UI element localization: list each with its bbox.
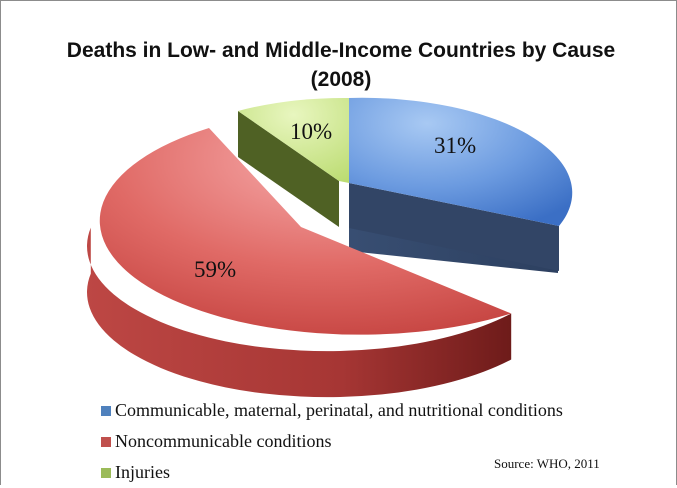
pie-sides (87, 111, 559, 398)
slice-top-communicable (349, 97, 573, 226)
slice-top-injuries (238, 97, 349, 183)
slice-cut-injuries (238, 111, 339, 227)
slice-labels: 31% 59% 10% (194, 119, 476, 282)
legend: Communicable, maternal, perinatal, and n… (101, 395, 563, 488)
slice-label-communicable: 31% (434, 133, 476, 158)
slice-cut-communicable (349, 183, 559, 271)
slice-label-injuries: 10% (290, 119, 332, 144)
pie-tops (99, 97, 573, 335)
slice-side-noncommunicable (87, 227, 512, 398)
slice-top-noncommunicable (99, 128, 512, 335)
legend-item-noncommunicable: Noncommunicable conditions (101, 426, 563, 457)
legend-swatch-noncommunicable (101, 436, 111, 447)
legend-swatch-communicable (101, 405, 111, 416)
legend-item-communicable: Communicable, maternal, perinatal, and n… (101, 395, 563, 426)
chart-title: Deaths in Low- and Middle-Income Countri… (66, 39, 616, 91)
source-note: Source: WHO, 2011 (494, 456, 600, 471)
legend-label-noncommunicable: Noncommunicable conditions (115, 431, 332, 451)
legend-label-communicable: Communicable, maternal, perinatal, and n… (115, 400, 563, 420)
slice-label-noncommunicable: 59% (194, 257, 236, 282)
legend-swatch-injuries (101, 467, 111, 478)
legend-label-injuries: Injuries (115, 462, 170, 482)
legend-item-injuries: Injuries (101, 457, 563, 488)
